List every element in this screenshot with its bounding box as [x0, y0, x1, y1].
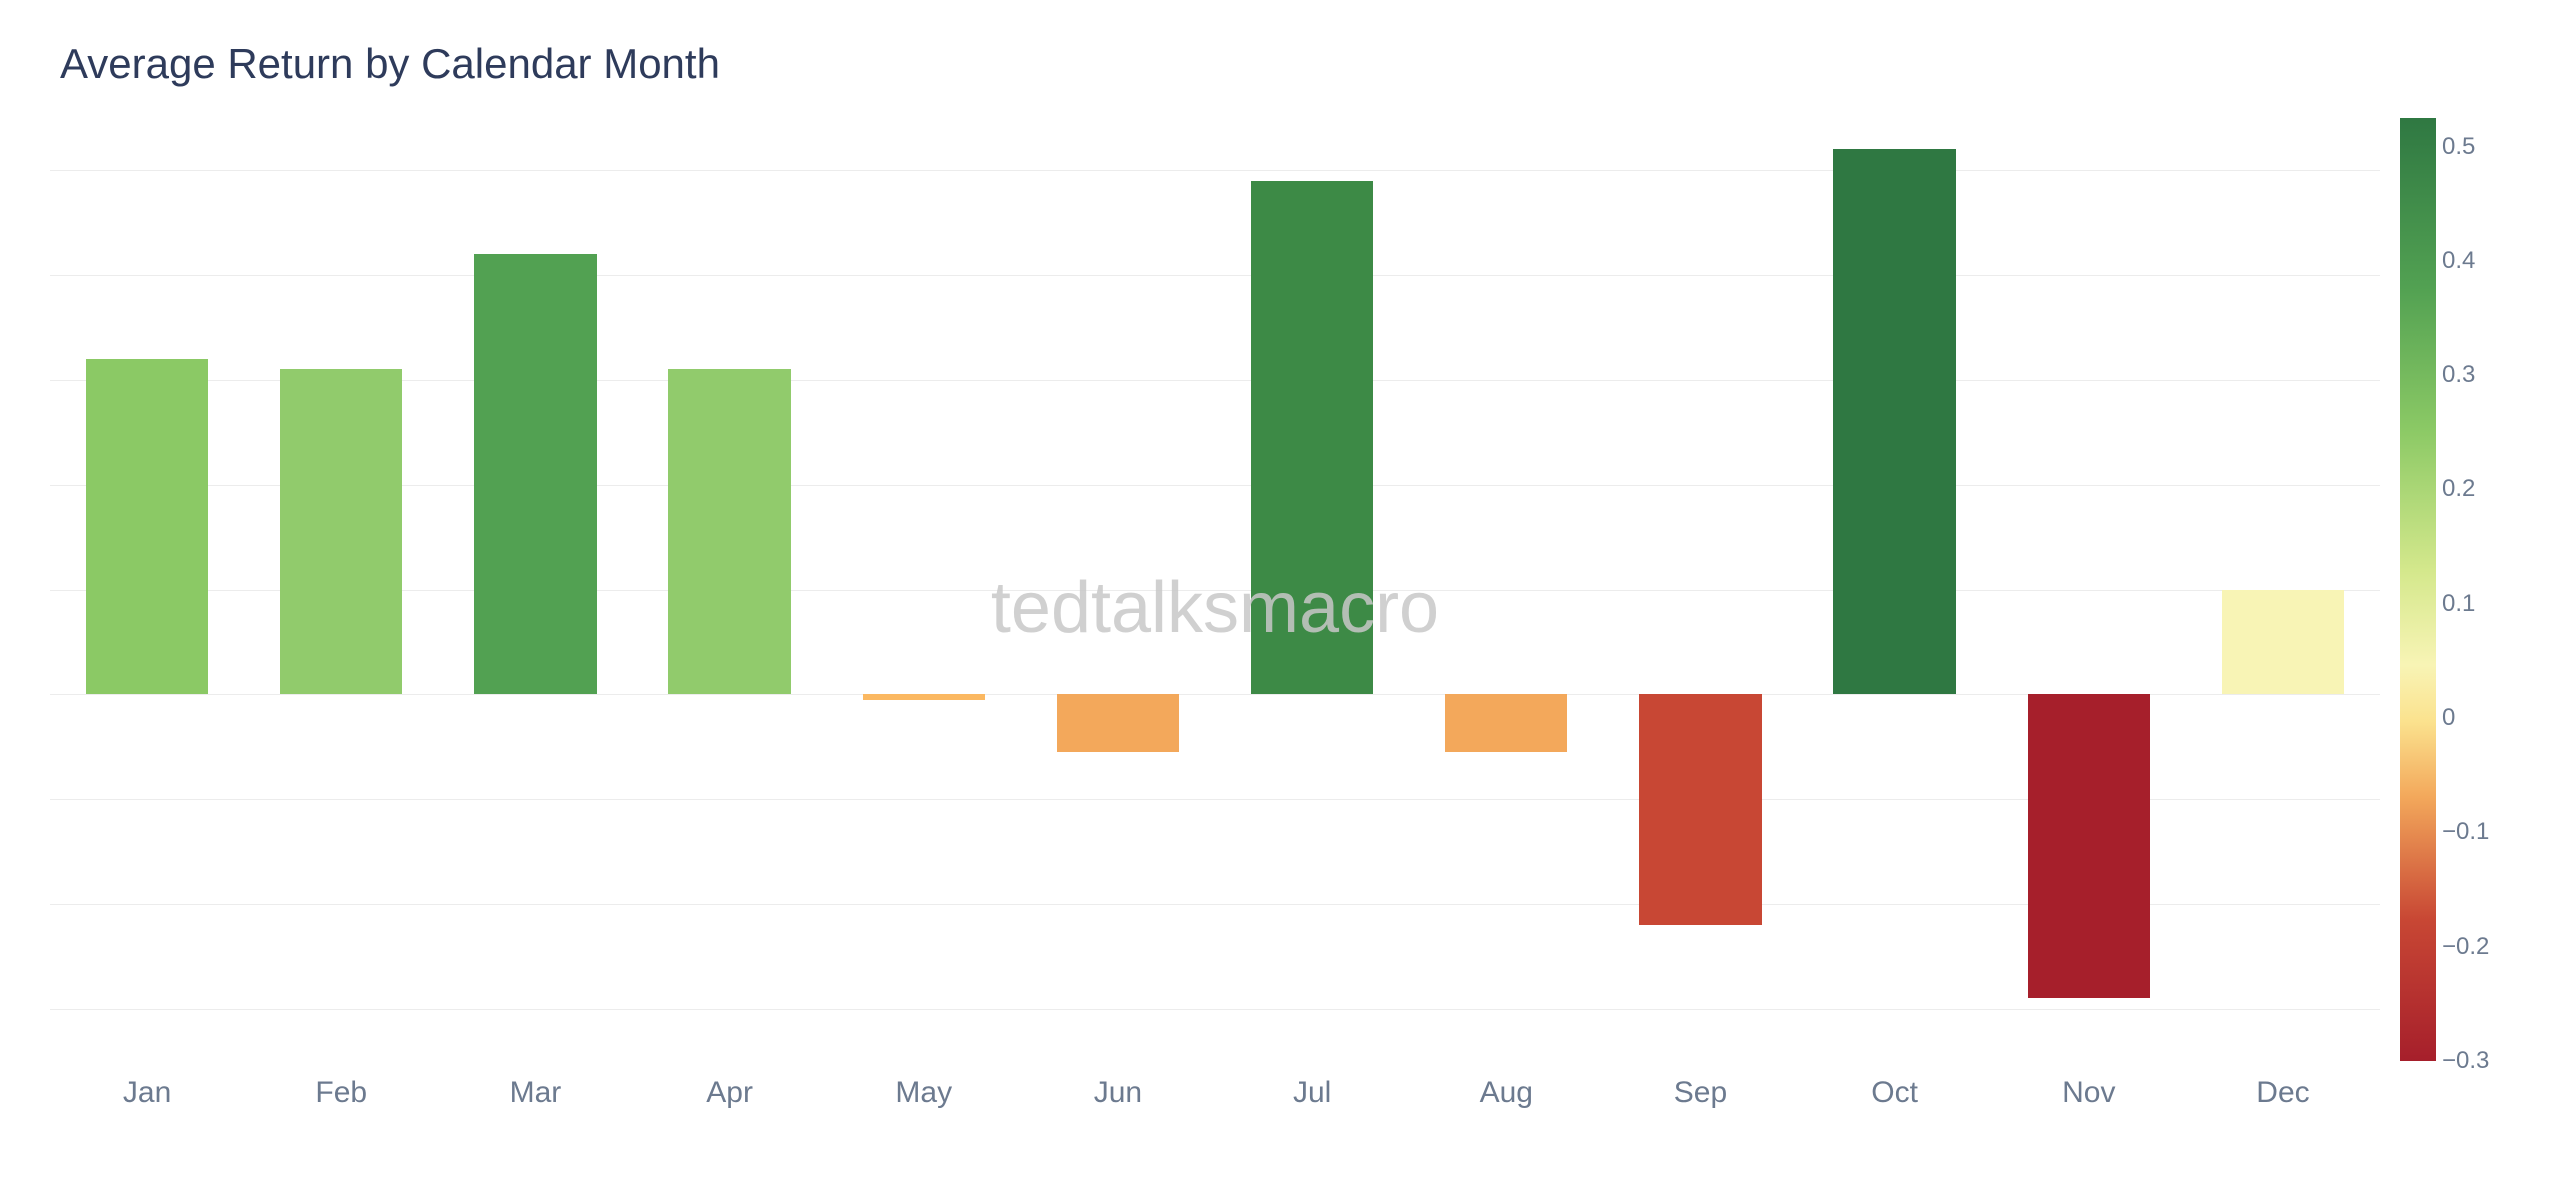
- bar-slot: [1215, 118, 1409, 1061]
- bar-nov: [2028, 694, 2150, 998]
- x-tick: Nov: [1992, 1061, 2186, 1121]
- x-tick: Oct: [1798, 1061, 1992, 1121]
- x-tick: Apr: [633, 1061, 827, 1121]
- bar-slot: [827, 118, 1021, 1061]
- bar-aug: [1445, 694, 1567, 752]
- colorbar-tick: 0: [2442, 704, 2455, 732]
- x-axis: JanFebMarAprMayJunJulAugSepOctNovDec: [50, 1061, 2380, 1121]
- colorbar-ticks: 0.50.40.30.20.10−0.1−0.2−0.3: [2442, 118, 2500, 1061]
- colorbar-wrapper: 0.5 0.4 0.3 0.2 0.1 0 −0.1 −0.2 −0.3: [2380, 118, 2500, 1121]
- bar-slot: [633, 118, 827, 1061]
- colorbar-tick: 0.5: [2442, 133, 2475, 161]
- bar-oct: [1833, 149, 1955, 694]
- colorbar-tick: −0.1: [2442, 818, 2489, 846]
- bar-slot: [1021, 118, 1215, 1061]
- bar-slot: [244, 118, 438, 1061]
- bar-slot: [2186, 118, 2380, 1061]
- bar-dec: [2222, 590, 2344, 695]
- chart-title: Average Return by Calendar Month: [50, 40, 2500, 88]
- bar-jun: [1057, 694, 1179, 752]
- bar-slot: [1409, 118, 1603, 1061]
- bars-layer: [50, 118, 2380, 1061]
- colorbar-tick: 0.3: [2442, 361, 2475, 389]
- bar-slot: [1992, 118, 2186, 1061]
- plot-wrapper: tedtalksmacro JanFebMarAprMayJunJulAugSe…: [50, 118, 2500, 1121]
- bar-jul: [1251, 181, 1373, 694]
- bar-may: [863, 694, 985, 699]
- chart-container: Average Return by Calendar Month tedtalk…: [0, 0, 2560, 1193]
- x-tick: Feb: [244, 1061, 438, 1121]
- colorbar-tick: 0.2: [2442, 475, 2475, 503]
- plot-area: tedtalksmacro JanFebMarAprMayJunJulAugSe…: [50, 118, 2380, 1121]
- x-tick: Aug: [1409, 1061, 1603, 1121]
- x-tick: Jun: [1021, 1061, 1215, 1121]
- bar-slot: [50, 118, 244, 1061]
- bar-mar: [474, 254, 596, 694]
- bar-sep: [1639, 694, 1761, 925]
- x-tick: May: [827, 1061, 1021, 1121]
- colorbar-tick: −0.2: [2442, 933, 2489, 961]
- x-tick: Mar: [438, 1061, 632, 1121]
- colorbar-tick: 0.1: [2442, 590, 2475, 618]
- x-tick: Jan: [50, 1061, 244, 1121]
- bar-slot: [1798, 118, 1992, 1061]
- bar-slot: [1603, 118, 1797, 1061]
- x-tick: Jul: [1215, 1061, 1409, 1121]
- colorbar: [2400, 118, 2436, 1061]
- bar-apr: [668, 369, 790, 694]
- x-tick: Sep: [1603, 1061, 1797, 1121]
- x-tick: Dec: [2186, 1061, 2380, 1121]
- bar-slot: [438, 118, 632, 1061]
- colorbar-tick: 0.4: [2442, 247, 2475, 275]
- bar-jan: [86, 359, 208, 694]
- colorbar-tick: −0.3: [2442, 1047, 2489, 1075]
- bar-feb: [280, 369, 402, 694]
